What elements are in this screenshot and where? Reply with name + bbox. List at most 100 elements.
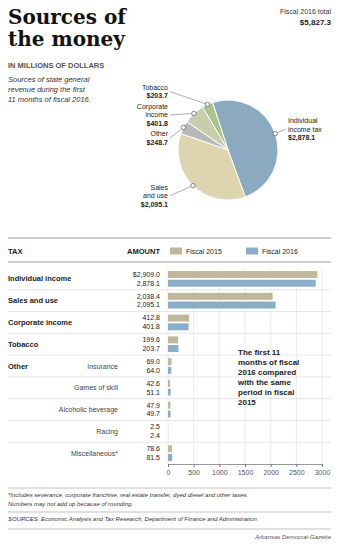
data-label: 49.7 (146, 410, 160, 417)
slice-label: Other (150, 130, 168, 137)
pie-slice (203, 102, 228, 150)
data-labels: $2,909.02,038.4412.8199.669.042.647.92.5… (133, 271, 160, 461)
x-tick-label: 1500 (238, 469, 254, 476)
x-tick-label: 3000 (315, 469, 331, 476)
x-tick-mark (194, 464, 195, 467)
x-tick: 2500 (289, 464, 305, 476)
data-label: 2.4 (150, 432, 160, 439)
bar (168, 402, 170, 409)
annotation: The first 11months of fiscal2016 compare… (237, 348, 299, 407)
label-marker (181, 125, 185, 129)
bar (168, 271, 317, 278)
pie-section: Sources ofthe money IN MILLIONS OF DOLLAR… (8, 5, 332, 209)
slice-label-line: Tobacco (142, 84, 168, 91)
title-line: the money (8, 27, 126, 51)
bar (168, 345, 178, 352)
x-tick: 3000 (315, 464, 331, 476)
slice-label-line: income (145, 111, 168, 118)
row-separator (8, 311, 331, 312)
footnote: Numbers may not add up because of roundi… (8, 501, 133, 507)
category-label: Insurance (87, 363, 118, 370)
footer-rule (8, 529, 331, 530)
category-label: Alcoholic beverage (59, 406, 118, 414)
bar (168, 293, 273, 300)
bar (168, 280, 316, 287)
category-label: Racing (96, 428, 118, 436)
row-separators (8, 290, 331, 442)
annotation-line: The first 11 (238, 348, 281, 357)
infographic: Sources ofthe money IN MILLIONS OF DOLLAR… (0, 0, 339, 556)
description-line: Sources of state general (8, 75, 90, 84)
slice-label: Individualincome tax (288, 117, 322, 133)
label-marker (191, 183, 195, 187)
bar (168, 367, 171, 374)
description: Sources of state generalrevenue during t… (8, 75, 91, 104)
slice-value: $248.7 (147, 139, 169, 147)
bar (168, 410, 171, 417)
title: Sources ofthe money (8, 5, 127, 51)
description-line: 11 months of fiscal 2016. (8, 95, 91, 104)
category-label: Individual income (8, 274, 71, 283)
annotation-line: months of fiscal (238, 358, 299, 367)
data-label: 2,038.4 (137, 293, 160, 300)
annotation-line: with the same (237, 378, 291, 387)
x-tick-mark (245, 464, 246, 467)
bar (168, 323, 189, 330)
bars (168, 271, 317, 461)
label-leader (170, 127, 183, 138)
footer: *Includes severance, corporate franchise… (8, 488, 332, 540)
slice-label-line: and use (143, 192, 168, 199)
description-line: revenue during the first (8, 85, 86, 94)
slice-label-line: Sales (150, 184, 168, 191)
row-separator (8, 355, 331, 356)
bar (168, 432, 169, 439)
label-marker (192, 111, 196, 115)
column-header: TAX (8, 247, 22, 256)
data-label: 199.6 (142, 336, 160, 343)
column-header: AMOUNT (127, 247, 160, 256)
data-label: 78.6 (146, 445, 160, 452)
x-tick-mark (322, 464, 323, 467)
x-tick-label: 2500 (289, 469, 305, 476)
bar (168, 380, 170, 387)
slice-value: $2,878.1 (288, 134, 315, 142)
pie: Individualincome tax$2,878.1 Salesand use… (137, 84, 322, 209)
header-separator (8, 262, 331, 263)
data-label: 401.8 (142, 323, 160, 330)
x-tick: 0 (167, 464, 171, 476)
bar (168, 336, 178, 343)
x-tick-mark (296, 464, 297, 467)
x-tick-mark (271, 464, 272, 467)
footnote: SOURCES: Economic Analysis and Tax Resea… (8, 516, 257, 522)
bar (168, 302, 276, 309)
slice-label: Tobacco (142, 84, 168, 91)
bar (168, 358, 172, 365)
label-leader (170, 92, 207, 105)
row-separator (8, 289, 331, 290)
category-label: Tobacco (8, 340, 39, 349)
legend: Fiscal 2015Fiscal 2016 (170, 248, 298, 256)
x-tick: 500 (188, 464, 200, 476)
x-tick-label: 1000 (212, 469, 228, 476)
footer-rule (8, 512, 331, 513)
data-label: 2,878.1 (137, 280, 160, 287)
slice-label-line: Corporate (137, 103, 168, 111)
grid (168, 268, 322, 464)
bar (168, 315, 189, 322)
x-tick-mark (168, 464, 169, 467)
category-label: Sales and use (8, 296, 58, 305)
bar (168, 423, 169, 430)
row-separator (8, 398, 331, 399)
annotation-line: 2015 (238, 398, 256, 407)
label-marker (273, 131, 277, 135)
bar (168, 454, 172, 461)
x-tick: 1500 (238, 464, 254, 476)
section-separator (8, 238, 331, 239)
category-labels: Individual incomeSales and useCorporate … (8, 274, 118, 456)
subtitle: IN MILLIONS OF DOLLARS (8, 61, 104, 70)
x-tick-mark (219, 464, 220, 467)
slice-label-line: Individual (288, 117, 318, 124)
legend-label: Fiscal 2016 (262, 248, 298, 255)
total-label: Fiscal 2016 total (280, 8, 331, 15)
slice-value: $401.8 (147, 120, 169, 128)
